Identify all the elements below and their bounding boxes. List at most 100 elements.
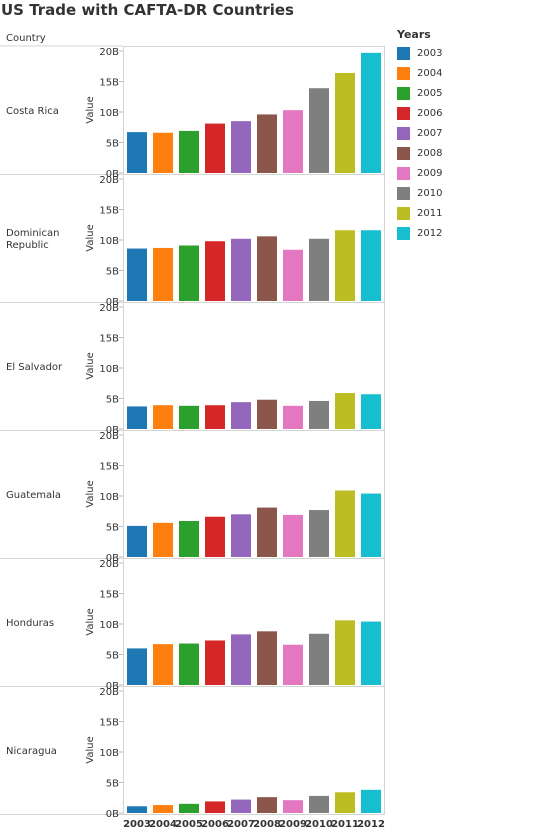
bar	[205, 516, 225, 557]
legend-swatch	[397, 106, 410, 120]
legend-item[interactable]: 2003	[397, 43, 442, 63]
bar	[231, 121, 251, 173]
chart-title: US Trade with CAFTA-DR Countries	[1, 1, 294, 19]
bar	[127, 806, 147, 813]
legend-swatch	[397, 126, 410, 140]
legend-item[interactable]: 2011	[397, 203, 442, 223]
bar	[335, 792, 355, 813]
country-label: Costa Rica	[6, 106, 59, 117]
bar	[205, 123, 225, 173]
legend-label: 2008	[417, 147, 443, 159]
y-tick-label: 5B	[106, 395, 119, 406]
x-tick-label: 2008	[253, 819, 281, 830]
x-tick-label: 2005	[175, 819, 203, 830]
country-label: Dominican	[6, 228, 59, 239]
bar	[309, 238, 329, 301]
bar	[231, 514, 251, 557]
y-tick-label: 15B	[99, 334, 119, 345]
bar	[335, 620, 355, 685]
bar	[309, 633, 329, 685]
legend-item[interactable]: 2012	[397, 223, 442, 243]
bar	[179, 521, 199, 557]
legend-label: 2011	[417, 207, 443, 219]
y-tick-label: 20B	[99, 431, 119, 442]
bar	[283, 110, 303, 173]
bar	[257, 114, 277, 173]
bar	[335, 72, 355, 173]
legend-swatch	[397, 226, 410, 240]
bar	[153, 132, 173, 173]
bar	[231, 402, 251, 429]
legend-label: 2009	[417, 167, 443, 179]
y-tick-label: 10B	[99, 108, 119, 119]
legend-swatch	[397, 186, 410, 200]
bar	[153, 805, 173, 813]
y-tick-label: 0B	[106, 681, 119, 692]
legend-label: 2006	[417, 107, 443, 119]
bar	[283, 644, 303, 685]
chart-svg: Costa Rica Value 0B 5B 10B 15B 20B DominicanRep…	[0, 45, 385, 830]
y-tick-label: 20B	[99, 175, 119, 186]
x-tick-label: 2003	[123, 819, 151, 830]
bar	[153, 247, 173, 301]
bar	[179, 803, 199, 813]
y-tick-label: 15B	[99, 462, 119, 473]
y-tick-label: 10B	[99, 236, 119, 247]
legend-item[interactable]: 2006	[397, 103, 442, 123]
legend-label: 2012	[417, 227, 443, 239]
y-tick-label: 15B	[99, 718, 119, 729]
bar	[257, 399, 277, 429]
y-tick-label: 0B	[106, 297, 119, 308]
country-label: Guatemala	[6, 490, 61, 501]
bar	[309, 88, 329, 173]
country-label: Nicaragua	[6, 746, 57, 757]
legend-item[interactable]: 2008	[397, 143, 442, 163]
legend-label: 2007	[417, 127, 443, 139]
bar	[153, 644, 173, 685]
legend-item[interactable]: 2007	[397, 123, 442, 143]
y-tick-label: 5B	[106, 139, 119, 150]
y-tick-label: 20B	[99, 559, 119, 570]
bar	[257, 631, 277, 685]
panel-frame	[123, 686, 385, 815]
bar	[361, 394, 381, 429]
bar	[153, 522, 173, 557]
y-tick-label: 5B	[106, 779, 119, 790]
y-tick-label: 0B	[106, 553, 119, 564]
bar	[205, 640, 225, 685]
legend-label: 2003	[417, 47, 443, 59]
legend-item[interactable]: 2004	[397, 63, 442, 83]
bar	[231, 799, 251, 813]
y-axis-label: Value	[85, 96, 96, 123]
bar	[309, 510, 329, 557]
bar	[361, 493, 381, 557]
legend-swatch	[397, 46, 410, 60]
legend-item[interactable]: 2009	[397, 163, 442, 183]
y-tick-label: 10B	[99, 364, 119, 375]
y-tick-label: 5B	[106, 651, 119, 662]
bar	[127, 406, 147, 429]
legend-label: 2010	[417, 187, 443, 199]
y-axis-label: Value	[85, 352, 96, 379]
legend-swatch	[397, 86, 410, 100]
y-tick-label: 15B	[99, 206, 119, 217]
x-tick-label: 2011	[331, 819, 359, 830]
bar	[335, 393, 355, 429]
x-tick-label: 2009	[279, 819, 307, 830]
bar	[257, 797, 277, 813]
y-tick-label: 10B	[99, 748, 119, 759]
legend-swatch	[397, 166, 410, 180]
y-tick-label: 20B	[99, 47, 119, 58]
y-axis-label: Value	[85, 224, 96, 251]
y-tick-label: 20B	[99, 303, 119, 314]
legend-swatch	[397, 206, 410, 220]
legend-item[interactable]: 2005	[397, 83, 442, 103]
x-tick-label: 2007	[227, 819, 255, 830]
legend-item[interactable]: 2010	[397, 183, 442, 203]
bar	[257, 236, 277, 301]
bar	[205, 241, 225, 301]
bar	[335, 230, 355, 301]
country-label: Republic	[6, 240, 49, 251]
bar	[205, 801, 225, 813]
bar	[283, 249, 303, 301]
